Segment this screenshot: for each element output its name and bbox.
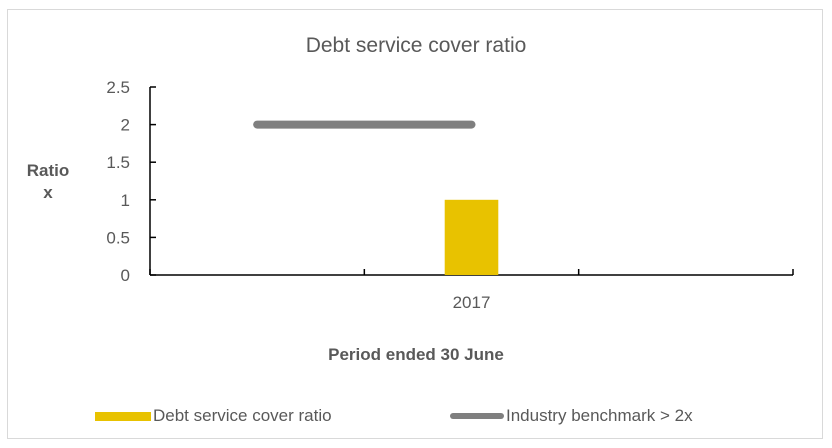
bar-1	[444, 199, 499, 275]
chart-frame	[7, 9, 823, 439]
x-tick-label-1: 2017	[453, 293, 491, 312]
y-tick-label-5: 2.5	[106, 78, 130, 97]
chart-title: Debt service cover ratio	[305, 34, 527, 57]
y-tick-label-1: 0.5	[106, 228, 130, 247]
y-tick-label-0: 0	[121, 266, 130, 285]
y-tick-label-4: 2	[121, 116, 130, 135]
x-axis-label: Period ended 30 June	[328, 345, 504, 364]
y-tick-label-2: 1	[121, 191, 130, 210]
legend-item-dscr: Debt service cover ratio	[95, 404, 332, 428]
legend-item-benchmark: Industry benchmark > 2x	[450, 404, 693, 428]
legend-swatch-dscr	[95, 411, 151, 421]
y-tick-label-3: 1.5	[106, 153, 130, 172]
y-axis-label: Ratio x	[26, 161, 70, 202]
legend: Debt service cover ratio Industry benchm…	[0, 404, 832, 428]
legend-label-dscr: Debt service cover ratio	[153, 406, 332, 425]
legend-swatch-benchmark	[450, 413, 504, 419]
legend-label-benchmark: Industry benchmark > 2x	[506, 406, 693, 425]
